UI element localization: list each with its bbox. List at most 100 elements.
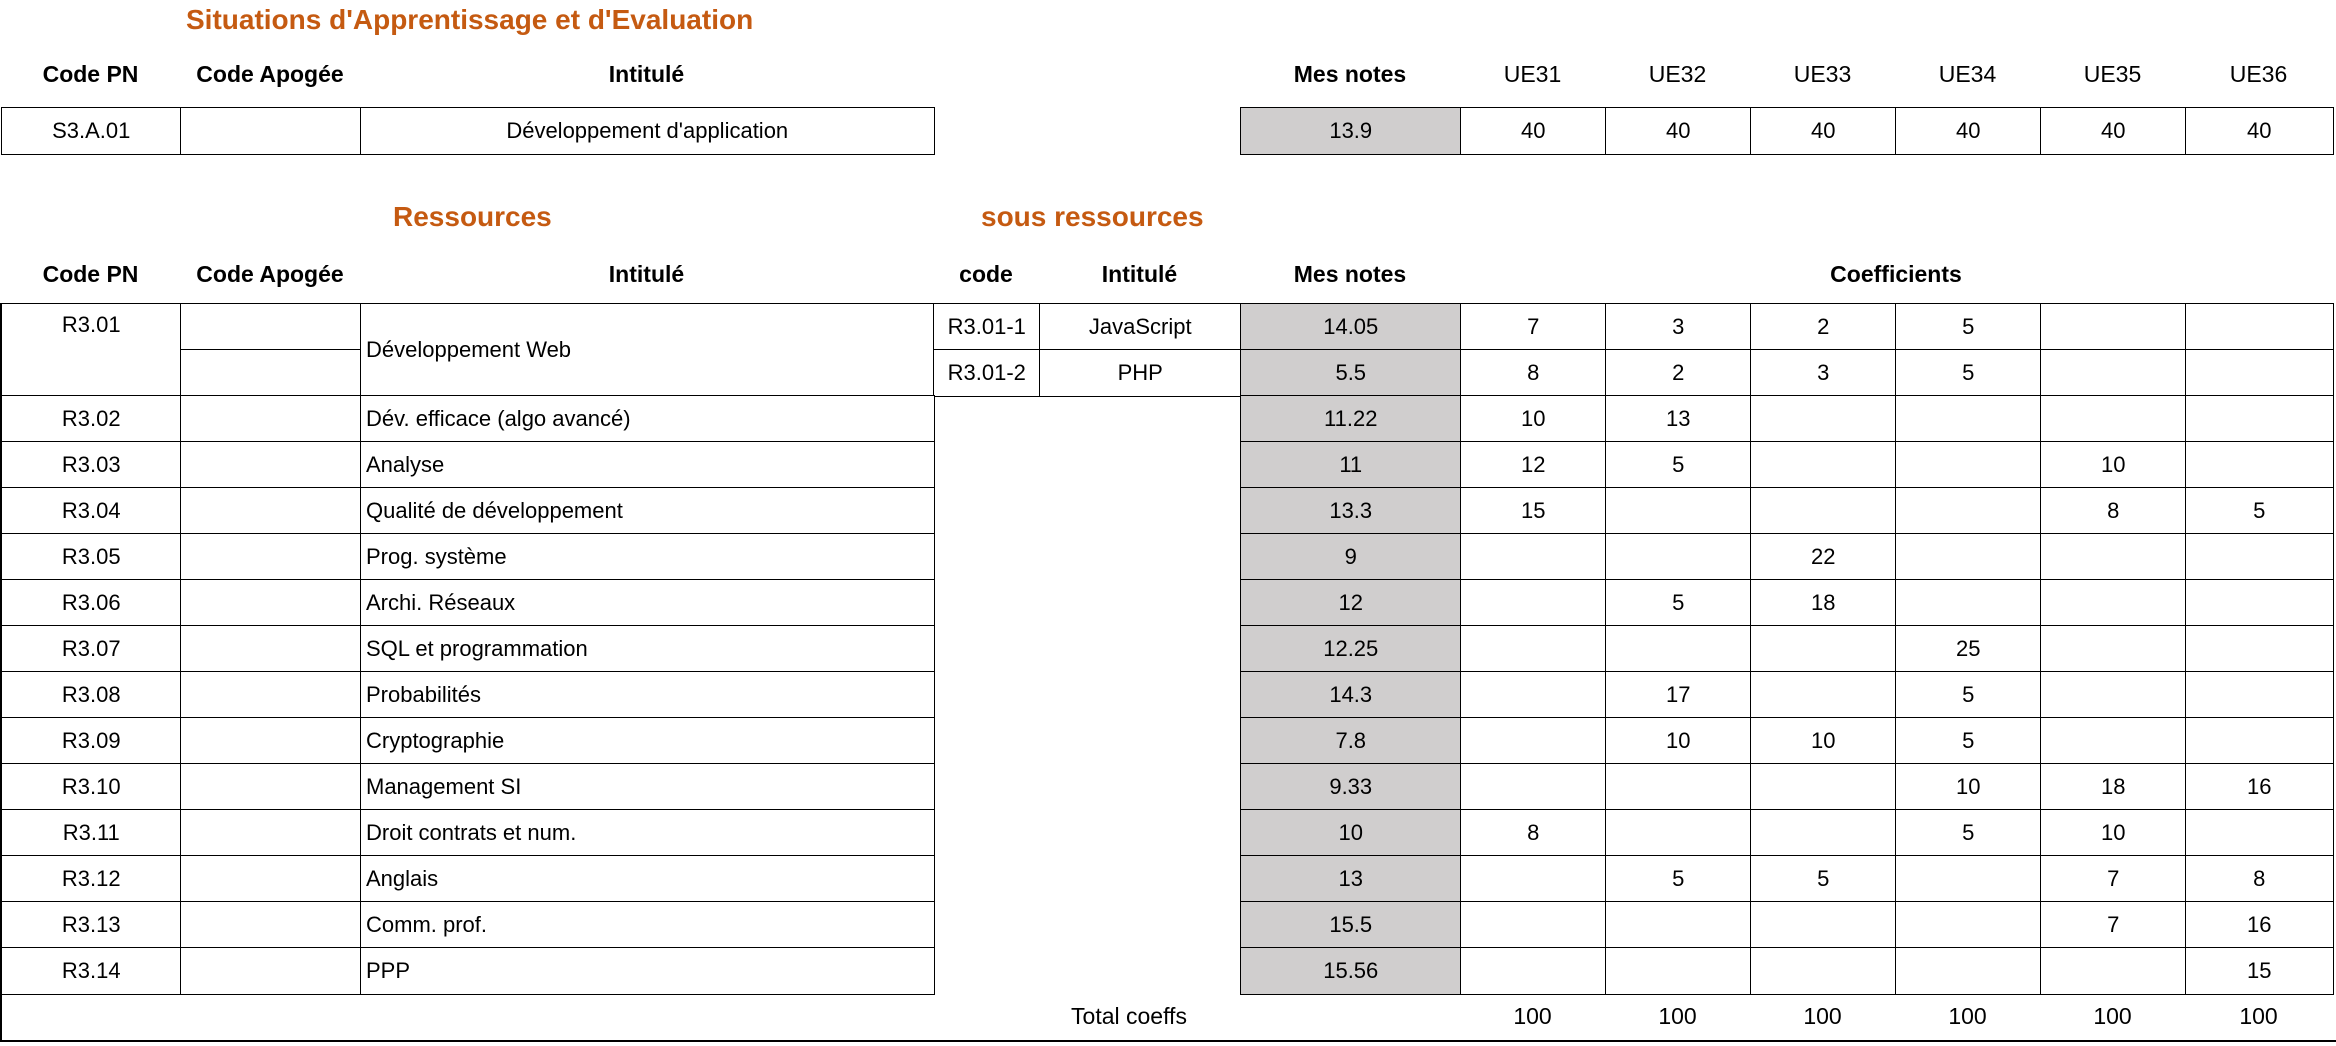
note-cell[interactable]: 7.8	[1240, 717, 1462, 765]
coeff-cell[interactable]	[2185, 349, 2334, 397]
coeff-cell[interactable]: 5	[1605, 441, 1752, 489]
coeff-cell[interactable]	[2185, 579, 2334, 627]
code-apogee-cell[interactable]	[180, 717, 362, 765]
coeff-cell[interactable]: 3	[1750, 349, 1897, 397]
note-cell[interactable]: 15.56	[1240, 947, 1462, 995]
coeff-cell[interactable]	[1605, 625, 1752, 673]
r301-code-apogee-cell[interactable]	[180, 349, 362, 397]
code-apogee-cell[interactable]	[180, 487, 362, 535]
coeff-cell[interactable]	[1895, 901, 2042, 949]
sae-coeff-cell[interactable]: 40	[1605, 107, 1752, 155]
code-apogee-cell[interactable]	[180, 441, 362, 489]
coeff-cell[interactable]	[1605, 901, 1752, 949]
sae-coeff-cell[interactable]: 40	[2185, 107, 2334, 155]
coeff-cell[interactable]: 10	[2040, 441, 2187, 489]
code-pn-cell[interactable]: R3.12	[1, 855, 182, 903]
code-pn-cell[interactable]: R3.10	[1, 763, 182, 811]
intitule-cell[interactable]: Probabilités	[360, 671, 935, 719]
coeff-cell[interactable]: 5	[1605, 855, 1752, 903]
note-cell[interactable]: 10	[1240, 809, 1462, 857]
note-cell[interactable]: 11	[1240, 441, 1462, 489]
sub-intitule-cell[interactable]: JavaScript	[1039, 303, 1242, 351]
intitule-cell[interactable]: Archi. Réseaux	[360, 579, 935, 627]
coeff-cell[interactable]: 16	[2185, 763, 2334, 811]
intitule-cell[interactable]: Qualité de développement	[360, 487, 935, 535]
coeff-cell[interactable]	[1460, 855, 1607, 903]
coeff-cell[interactable]	[2185, 717, 2334, 765]
coeff-cell[interactable]: 2	[1750, 303, 1897, 351]
sae-coeff-cell[interactable]: 40	[1895, 107, 2042, 155]
coeff-cell[interactable]	[2185, 533, 2334, 581]
coeff-cell[interactable]	[1895, 579, 2042, 627]
code-pn-cell[interactable]: R3.07	[1, 625, 182, 673]
coeff-cell[interactable]: 5	[1895, 303, 2042, 351]
coeff-cell[interactable]: 7	[2040, 855, 2187, 903]
intitule-cell[interactable]: Prog. système	[360, 533, 935, 581]
coeff-cell[interactable]	[1460, 671, 1607, 719]
sub-intitule-cell[interactable]: PHP	[1039, 349, 1242, 397]
coeff-cell[interactable]: 7	[2040, 901, 2187, 949]
intitule-cell[interactable]: PPP	[360, 947, 935, 995]
coeff-cell[interactable]	[1605, 809, 1752, 857]
note-cell[interactable]: 9.33	[1240, 763, 1462, 811]
note-cell[interactable]: 14.3	[1240, 671, 1462, 719]
coeff-cell[interactable]	[1750, 947, 1897, 995]
code-pn-cell[interactable]: R3.04	[1, 487, 182, 535]
coeff-cell[interactable]: 7	[1460, 303, 1607, 351]
intitule-cell[interactable]: Dév. efficace (algo avancé)	[360, 395, 935, 443]
code-pn-cell[interactable]: R3.14	[1, 947, 182, 995]
code-apogee-cell[interactable]	[180, 625, 362, 673]
intitule-cell[interactable]: Comm. prof.	[360, 901, 935, 949]
code-pn-cell[interactable]: R3.13	[1, 901, 182, 949]
coeff-cell[interactable]: 5	[2185, 487, 2334, 535]
coeff-cell[interactable]	[1605, 487, 1752, 535]
coeff-cell[interactable]	[1460, 947, 1607, 995]
note-cell[interactable]: 12	[1240, 579, 1462, 627]
code-apogee-cell[interactable]	[180, 947, 362, 995]
coeff-cell[interactable]: 8	[2185, 855, 2334, 903]
coeff-cell[interactable]	[1750, 441, 1897, 489]
code-apogee-cell[interactable]	[180, 901, 362, 949]
code-pn-cell[interactable]: R3.11	[1, 809, 182, 857]
coeff-cell[interactable]	[2040, 671, 2187, 719]
coeff-cell[interactable]: 16	[2185, 901, 2334, 949]
coeff-cell[interactable]	[1460, 625, 1607, 673]
coeff-cell[interactable]	[1460, 763, 1607, 811]
code-apogee-cell[interactable]	[180, 579, 362, 627]
coeff-cell[interactable]	[2040, 625, 2187, 673]
coeff-cell[interactable]: 13	[1605, 395, 1752, 443]
coeff-cell[interactable]	[1750, 487, 1897, 535]
coeff-cell[interactable]	[1460, 533, 1607, 581]
sae-note-cell[interactable]: 13.9	[1240, 107, 1462, 155]
coeff-cell[interactable]	[1460, 717, 1607, 765]
code-pn-cell[interactable]: R3.09	[1, 717, 182, 765]
intitule-cell[interactable]: Anglais	[360, 855, 935, 903]
coeff-cell[interactable]	[1750, 901, 1897, 949]
coeff-cell[interactable]	[1895, 395, 2042, 443]
coeff-cell[interactable]	[2185, 441, 2334, 489]
coeff-cell[interactable]: 12	[1460, 441, 1607, 489]
coeff-cell[interactable]: 5	[1605, 579, 1752, 627]
code-apogee-cell[interactable]	[180, 533, 362, 581]
coeff-cell[interactable]: 5	[1895, 671, 2042, 719]
note-cell[interactable]: 13.3	[1240, 487, 1462, 535]
note-cell[interactable]: 15.5	[1240, 901, 1462, 949]
sae-intitule-cell[interactable]: Développement d'application	[360, 107, 935, 155]
coeff-cell[interactable]: 25	[1895, 625, 2042, 673]
coeff-cell[interactable]	[2040, 947, 2187, 995]
intitule-cell[interactable]: Droit contrats et num.	[360, 809, 935, 857]
coeff-cell[interactable]: 15	[1460, 487, 1607, 535]
coeff-cell[interactable]: 10	[2040, 809, 2187, 857]
coeff-cell[interactable]: 8	[2040, 487, 2187, 535]
coeff-cell[interactable]	[1895, 441, 2042, 489]
note-cell[interactable]: 12.25	[1240, 625, 1462, 673]
code-apogee-cell[interactable]	[180, 395, 362, 443]
coeff-cell[interactable]	[2040, 349, 2187, 397]
intitule-cell[interactable]: Analyse	[360, 441, 935, 489]
sae-code-pn-cell[interactable]: S3.A.01	[1, 107, 182, 155]
coeff-cell[interactable]	[2185, 625, 2334, 673]
coeff-cell[interactable]	[1750, 809, 1897, 857]
coeff-cell[interactable]: 5	[1895, 349, 2042, 397]
coeff-cell[interactable]	[2040, 579, 2187, 627]
code-pn-cell[interactable]: R3.02	[1, 395, 182, 443]
